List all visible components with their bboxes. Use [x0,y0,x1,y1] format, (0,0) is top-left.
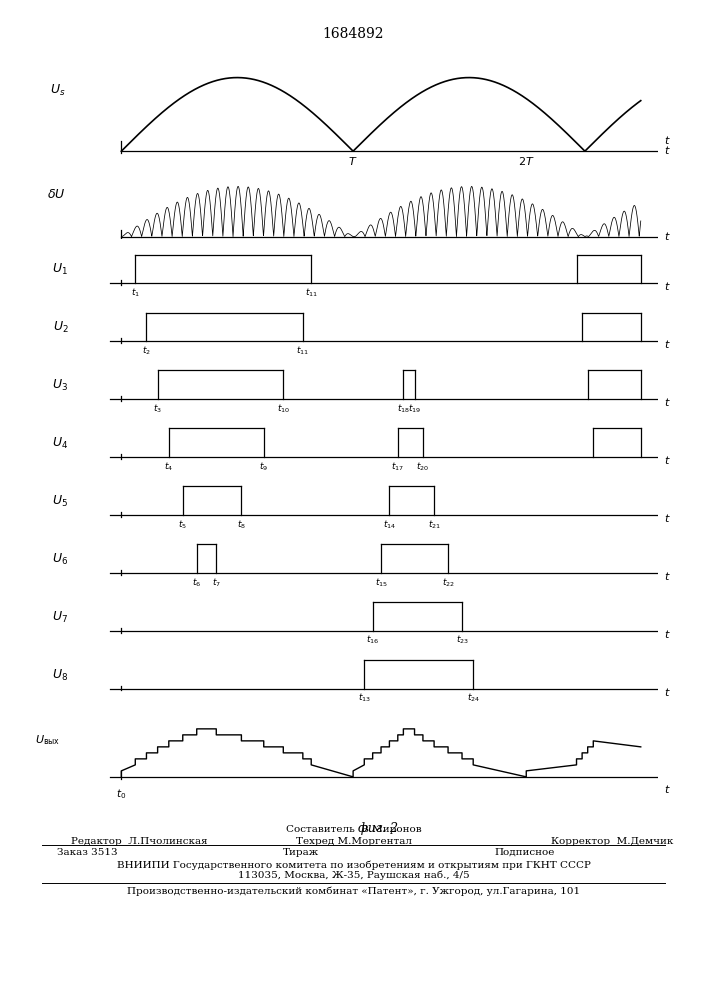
Text: Подписное: Подписное [495,848,555,857]
Text: $U_3$: $U_3$ [52,378,69,393]
Text: $U_1$: $U_1$ [52,262,69,277]
Text: $t_{16}$: $t_{16}$ [366,634,379,646]
Text: $t_{23}$: $t_{23}$ [455,634,469,646]
Text: $t_{15}$: $t_{15}$ [375,576,387,589]
Text: $U_5$: $U_5$ [52,494,69,509]
Text: $t_{10}$: $t_{10}$ [276,402,290,415]
Text: $t_{11}$: $t_{11}$ [305,286,317,299]
Text: Составитель  В.Миронов: Составитель В.Миронов [286,825,421,834]
Text: 113035, Москва, Ж-35, Раушская наб., 4/5: 113035, Москва, Ж-35, Раушская наб., 4/5 [238,871,469,880]
Text: 1684892: 1684892 [323,27,384,41]
Text: $t$: $t$ [664,144,671,156]
Text: $t_{17}$: $t_{17}$ [391,460,404,473]
Text: $t_5$: $t_5$ [178,518,187,531]
Text: $t$: $t$ [664,628,671,640]
Text: $t_0$: $t_0$ [116,787,127,801]
Text: $2T$: $2T$ [518,155,534,167]
Text: $U_6$: $U_6$ [52,552,69,567]
Text: $t_{21}$: $t_{21}$ [428,518,440,531]
Text: ВНИИПИ Государственного комитета по изобретениям и открытиям при ГКНТ СССР: ВНИИПИ Государственного комитета по изоб… [117,860,590,869]
Text: $t_7$: $t_7$ [212,576,221,589]
Text: $t_2$: $t_2$ [142,344,151,357]
Text: $t_{20}$: $t_{20}$ [416,460,429,473]
Text: $t$: $t$ [664,783,671,795]
Text: Корректор  М.Демчик: Корректор М.Демчик [551,837,674,846]
Text: $t_{14}$: $t_{14}$ [382,518,396,531]
Text: $t_9$: $t_9$ [259,460,269,473]
Text: $t_{22}$: $t_{22}$ [442,576,455,589]
Text: Производственно-издательский комбинат «Патент», г. Ужгород, ул.Гагарина, 101: Производственно-издательский комбинат «П… [127,887,580,896]
Text: $t_{19}$: $t_{19}$ [408,402,421,415]
Text: фиг. 2: фиг. 2 [358,822,398,835]
Text: $t$: $t$ [664,134,671,146]
Text: $t$: $t$ [664,230,671,242]
Text: $t_1$: $t_1$ [131,286,140,299]
Text: $t$: $t$ [664,454,671,466]
Text: $U_8$: $U_8$ [52,668,69,683]
Text: $t$: $t$ [664,280,671,292]
Text: $t_6$: $t_6$ [192,576,201,589]
Text: $U_2$: $U_2$ [52,320,69,335]
Text: $t_{18}$: $t_{18}$ [397,402,410,415]
Text: $t_{13}$: $t_{13}$ [358,692,370,704]
Text: Заказ 3513: Заказ 3513 [57,848,117,857]
Text: $U_7$: $U_7$ [52,610,69,625]
Text: Тираж: Тираж [283,848,319,857]
Text: $t$: $t$ [664,338,671,350]
Text: $t_{11}$: $t_{11}$ [296,344,310,357]
Text: $t_8$: $t_8$ [237,518,246,531]
Text: $t$: $t$ [664,570,671,582]
Text: $t_4$: $t_4$ [164,460,173,473]
Text: $t$: $t$ [664,396,671,408]
Text: $t$: $t$ [664,686,671,698]
Text: $t$: $t$ [664,512,671,524]
Text: Техред М.Моргентал: Техред М.Моргентал [296,837,411,846]
Text: $\delta U$: $\delta U$ [47,188,66,201]
Text: $t_{24}$: $t_{24}$ [467,692,480,704]
Text: $U_4$: $U_4$ [52,436,69,451]
Text: $U_{\text{вых}}$: $U_{\text{вых}}$ [35,733,60,747]
Text: $U_s$: $U_s$ [50,83,66,98]
Text: $T$: $T$ [349,155,358,167]
Text: $t_3$: $t_3$ [153,402,162,415]
Text: Редактор  Л.Пчолинская: Редактор Л.Пчолинская [71,837,207,846]
